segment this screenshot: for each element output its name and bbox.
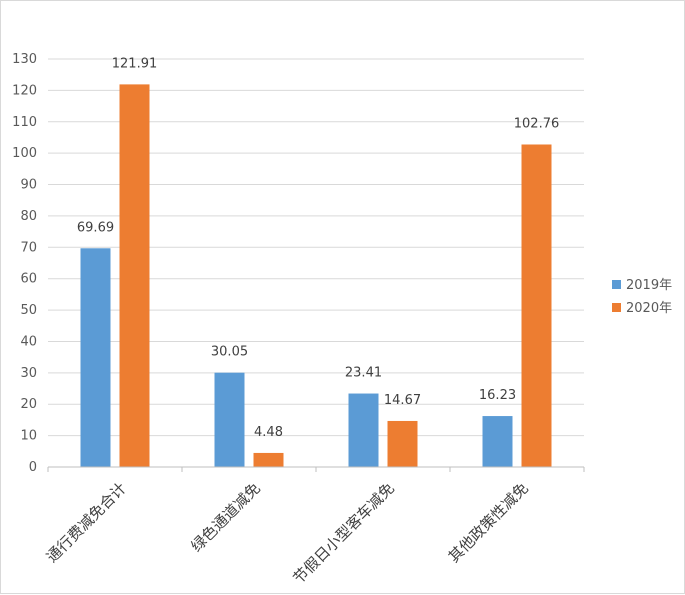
data-label: 30.05 — [211, 345, 248, 360]
data-label: 14.67 — [384, 393, 421, 408]
legend: 2019年 2020年 — [612, 278, 672, 316]
y-tick-label: 130 — [12, 52, 37, 67]
bar-series1 — [80, 248, 111, 467]
data-label: 102.76 — [514, 116, 560, 131]
y-tick-label: 100 — [12, 146, 37, 161]
y-tick-label: 120 — [12, 83, 37, 98]
bar-series2 — [521, 144, 552, 467]
bar-series1 — [214, 372, 245, 467]
y-tick-label: 70 — [20, 240, 37, 255]
legend-label: 2019年 — [626, 278, 672, 293]
y-tick-label: 110 — [12, 115, 37, 130]
data-label: 69.69 — [77, 220, 114, 235]
y-tick-label: 10 — [20, 429, 37, 444]
y-tick-label: 80 — [20, 209, 37, 224]
data-label: 121.91 — [112, 56, 158, 71]
bars — [80, 84, 552, 468]
data-label: 23.41 — [345, 366, 382, 381]
bar-series2 — [119, 84, 150, 468]
bar-series2 — [253, 452, 284, 467]
data-label: 16.23 — [479, 388, 516, 403]
bar-series1 — [348, 393, 379, 467]
data-label: 4.48 — [254, 425, 283, 440]
legend-label: 2020年 — [626, 301, 672, 316]
x-axis — [47, 466, 585, 472]
category-label: 其他政策性减免 — [445, 479, 532, 566]
y-tick-label: 30 — [20, 366, 37, 381]
bar-series2 — [387, 420, 418, 467]
category-label: 通行费减免合计 — [43, 479, 130, 566]
category-label: 绿色通道减免 — [187, 479, 263, 555]
y-tick-label: 0 — [29, 460, 37, 475]
legend-swatch — [612, 280, 621, 289]
bar-series1 — [482, 416, 513, 467]
legend-swatch — [612, 303, 621, 312]
y-axis-ticks: 0 10 20 30 40 50 60 70 80 90 100 110 120 130 — [12, 52, 37, 475]
y-tick-label: 60 — [20, 272, 37, 287]
category-labels: 通行费减免合计 绿色通道减免 节假日小型客车减免 其他政策性减免 — [43, 479, 532, 587]
category-label: 节假日小型客车减免 — [290, 479, 398, 587]
y-tick-label: 20 — [20, 397, 37, 412]
y-tick-label: 50 — [20, 303, 37, 318]
y-tick-label: 90 — [20, 178, 37, 193]
y-tick-label: 40 — [20, 334, 37, 349]
